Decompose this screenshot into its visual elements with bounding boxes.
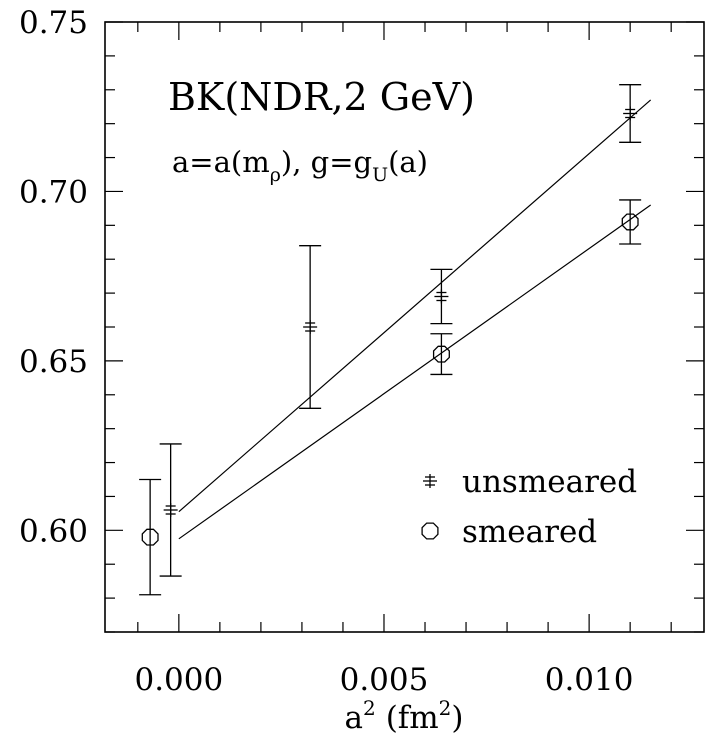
legend-label-unsmeared: unsmeared	[462, 464, 637, 500]
annotation-params-c: (a)	[388, 145, 428, 179]
data-point-unsmeared	[619, 84, 642, 143]
marker-circle	[432, 345, 450, 363]
data-point-smeared	[430, 333, 453, 376]
annotation-params-a: a=a(m	[172, 145, 270, 179]
data-point-unsmeared	[299, 245, 322, 409]
data-point-unsmeared	[430, 268, 453, 325]
marker-circle	[621, 213, 639, 231]
fit-line-smeared	[178, 204, 652, 540]
legend-marker-circle	[421, 522, 439, 540]
legend-marker-cross	[423, 474, 437, 488]
data-points	[139, 84, 642, 596]
legend: unsmeared smeared	[421, 464, 637, 550]
fit-lines	[178, 99, 652, 540]
annotation-params-rho: ρ	[270, 164, 281, 186]
annotation-params: a=a(mρ), g=gU(a)	[172, 145, 428, 186]
marker-cross	[434, 289, 449, 304]
y-tick-label: 0.60	[19, 513, 88, 549]
annotation-title: BK(NDR,2 GeV)	[168, 75, 475, 119]
y-tick-label: 0.65	[19, 344, 88, 380]
legend-marker-unsmeared	[423, 474, 437, 488]
x-axis-title-unit: (fm	[386, 700, 439, 736]
marker-cross	[303, 320, 318, 334]
data-point-smeared	[139, 478, 162, 596]
axis-ticks	[105, 21, 704, 633]
x-axis-title-unit-close: )	[451, 700, 463, 736]
y-tick-label: 0.75	[19, 5, 88, 41]
x-axis-title-var: a	[344, 700, 362, 736]
marker-cross	[163, 503, 178, 517]
y-tick-label: 0.70	[19, 174, 88, 210]
data-point-smeared	[619, 199, 642, 245]
x-axis-title-var-sup: 2	[363, 696, 376, 720]
legend-marker-smeared	[421, 522, 439, 540]
x-tick-label: 0.000	[134, 662, 223, 698]
x-axis-title: a2 (fm2)	[344, 696, 463, 736]
marker-cross	[623, 106, 638, 121]
data-point-unsmeared	[159, 443, 182, 577]
legend-label-smeared: smeared	[462, 514, 597, 550]
x-axis-title-unit-sup: 2	[439, 696, 452, 720]
annotation-params-b: ), g=g	[281, 145, 372, 179]
x-tick-label: 0.010	[545, 662, 634, 698]
fit-line-unsmeared	[178, 99, 652, 513]
annotation-params-u: U	[372, 164, 388, 186]
marker-circle	[141, 528, 159, 546]
x-tick-label: 0.005	[340, 662, 429, 698]
tick-labels: 0.000 0.005 0.010 0.60 0.65 0.70 0.75	[19, 5, 634, 698]
